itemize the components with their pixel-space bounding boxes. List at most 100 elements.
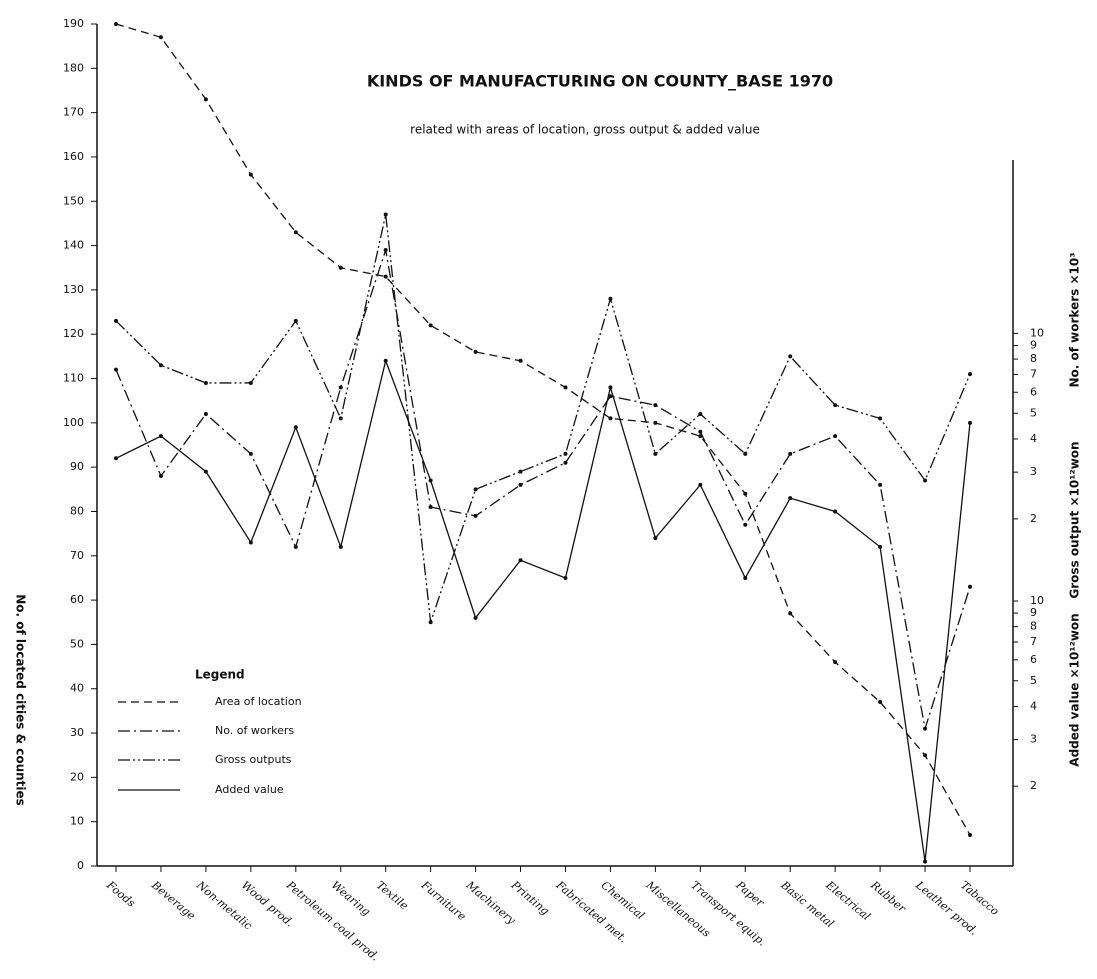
- point: [923, 478, 928, 483]
- y2-tick-label: 5: [1030, 406, 1037, 419]
- point: [653, 536, 658, 541]
- point: [114, 318, 118, 323]
- point: [203, 469, 208, 474]
- point: [203, 97, 208, 102]
- point: [608, 416, 613, 421]
- y-tick-label: 110: [63, 372, 84, 385]
- point: [968, 832, 972, 837]
- y-tick-label: 170: [63, 106, 84, 119]
- y-tick-label: 60: [70, 593, 84, 606]
- point: [158, 474, 163, 479]
- y2-tick-label: 2: [1030, 512, 1037, 525]
- point: [114, 456, 118, 461]
- point: [563, 385, 568, 390]
- point: [608, 296, 613, 301]
- y-tick-label: 120: [63, 327, 84, 340]
- point: [158, 35, 163, 40]
- point: [743, 451, 748, 456]
- point: [338, 544, 343, 549]
- point: [293, 425, 298, 430]
- point: [428, 323, 433, 328]
- point: [473, 487, 478, 492]
- x-tick-label: Printing: [508, 878, 552, 918]
- point: [518, 558, 523, 563]
- y2-tick-label: 3: [1030, 465, 1037, 478]
- point: [428, 478, 433, 483]
- point: [428, 505, 433, 510]
- point: [968, 420, 972, 425]
- y2-tick-label: 9: [1030, 606, 1037, 619]
- y-tick-label: 80: [70, 504, 84, 517]
- point: [473, 513, 478, 518]
- y2-axis-label: No. of workers ×10³: [1068, 253, 1082, 388]
- point: [338, 416, 343, 421]
- point: [788, 451, 793, 456]
- point: [788, 611, 793, 616]
- point: [383, 212, 388, 217]
- point: [968, 584, 972, 589]
- point: [158, 363, 163, 368]
- legend-title: Legend: [195, 668, 245, 682]
- y-tick-label: 10: [70, 815, 84, 828]
- y2-tick-label: 4: [1030, 432, 1037, 445]
- y2-axis-label: Gross output ×10¹²won: [1068, 441, 1082, 598]
- y2-tick-label: 3: [1030, 733, 1037, 746]
- point: [653, 420, 658, 425]
- point: [563, 575, 568, 580]
- point: [518, 469, 523, 474]
- point: [923, 726, 928, 731]
- legend-label: Area of location: [215, 695, 302, 708]
- point: [833, 660, 838, 665]
- y-tick-label: 150: [63, 194, 84, 207]
- point: [743, 575, 748, 580]
- x-tick-label: Rubber: [867, 878, 908, 916]
- y2-tick-label: 7: [1030, 367, 1037, 380]
- x-tick-label: Furniture: [418, 878, 469, 924]
- point: [653, 403, 658, 408]
- y-tick-label: 70: [70, 549, 84, 562]
- y-tick-label: 30: [70, 726, 84, 739]
- point: [743, 522, 748, 527]
- point: [698, 411, 703, 416]
- point: [788, 496, 793, 501]
- series-line: [115, 23, 971, 836]
- y2-tick-label: 8: [1030, 352, 1037, 365]
- point: [698, 429, 703, 434]
- y-tick-label: 160: [63, 150, 84, 163]
- point: [203, 411, 208, 416]
- point: [518, 358, 523, 363]
- point: [293, 318, 298, 323]
- y2-tick-label: 6: [1030, 653, 1037, 666]
- y-tick-label: 180: [63, 61, 84, 74]
- point: [293, 230, 298, 235]
- x-tick-label: Transport equip.: [688, 879, 768, 949]
- y2-tick-label: 10: [1030, 594, 1044, 607]
- point: [878, 416, 883, 421]
- legend-label: Added value: [215, 783, 284, 796]
- y2-tick-label: 5: [1030, 674, 1037, 687]
- point: [788, 354, 793, 359]
- series-line: [115, 214, 971, 623]
- point: [923, 753, 928, 758]
- point: [698, 482, 703, 487]
- point: [203, 380, 208, 385]
- y-tick-label: 50: [70, 637, 84, 650]
- point: [338, 385, 343, 390]
- x-tick-label: Textile: [374, 879, 411, 913]
- y2-tick-label: 8: [1030, 620, 1037, 633]
- legend-label: No. of workers: [215, 724, 294, 737]
- point: [563, 460, 568, 465]
- point: [968, 372, 972, 377]
- point: [158, 434, 163, 439]
- point: [428, 620, 433, 625]
- point: [293, 544, 298, 549]
- point: [114, 367, 118, 372]
- y-tick-label: 130: [63, 283, 84, 296]
- x-tick-label: Tabacco: [958, 879, 1002, 919]
- point: [248, 540, 253, 545]
- y-axis-label: No. of located cities & counties: [14, 594, 28, 806]
- point: [473, 349, 478, 354]
- point: [833, 509, 838, 514]
- point: [473, 615, 478, 620]
